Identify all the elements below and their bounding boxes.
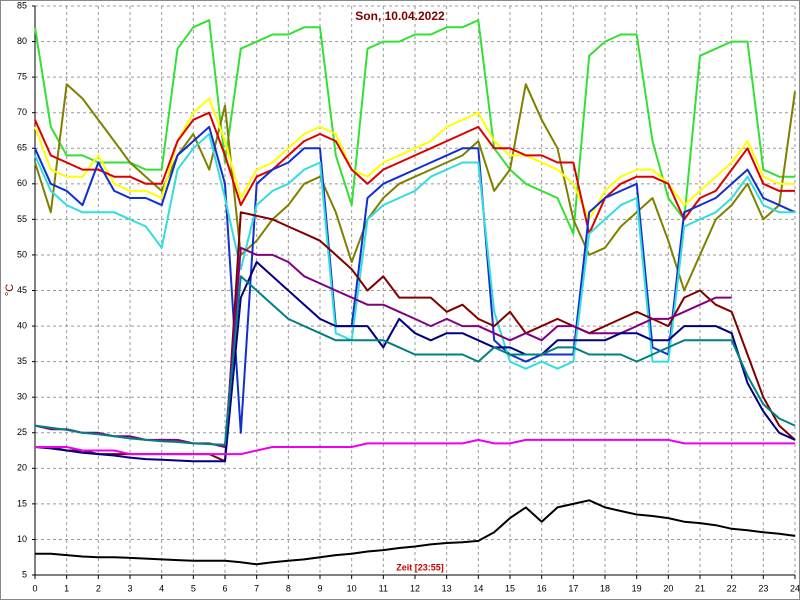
x-tick-label: 9 <box>317 583 322 593</box>
x-tick-label: 14 <box>473 583 483 593</box>
data-line <box>34 83 796 292</box>
x-axis-label: Zeit [23:55] <box>396 562 444 572</box>
y-tick-label: 40 <box>17 320 27 330</box>
y-tick-label: 75 <box>17 72 27 82</box>
y-tick-label: 60 <box>17 178 27 188</box>
x-tick-label: 17 <box>568 583 578 593</box>
data-line <box>34 261 796 463</box>
y-tick-label: 65 <box>17 143 27 153</box>
x-tick-label: 3 <box>127 583 132 593</box>
x-tick-label: 12 <box>410 583 420 593</box>
data-line <box>34 275 796 446</box>
y-tick-label: 35 <box>17 356 27 366</box>
y-tick-label: 80 <box>17 36 27 46</box>
data-line <box>35 438 795 456</box>
chart-title: Son, 10.04.2022 <box>355 9 445 23</box>
x-tick-label: 7 <box>254 583 259 593</box>
data-line <box>34 19 795 235</box>
x-tick-label: 20 <box>663 583 673 593</box>
x-tick-label: 4 <box>159 583 164 593</box>
x-tick-label: 23 <box>758 583 768 593</box>
y-tick-label: 85 <box>17 0 27 10</box>
y-tick-label: 15 <box>17 498 27 508</box>
y-tick-label: 55 <box>17 214 27 224</box>
x-tick-label: 13 <box>442 583 452 593</box>
x-tick-label: 6 <box>222 583 227 593</box>
x-tick-label: 16 <box>537 583 547 593</box>
x-tick-label: 18 <box>600 583 610 593</box>
x-tick-label: 10 <box>347 583 357 593</box>
x-tick-label: 21 <box>695 583 705 593</box>
x-tick-label: 8 <box>286 583 291 593</box>
y-tick-label: 70 <box>17 107 27 117</box>
data-line <box>35 499 796 566</box>
data-line <box>34 133 795 370</box>
y-axis-label: °C <box>4 284 16 296</box>
x-tick-label: 0 <box>32 583 37 593</box>
x-tick-label: 24 <box>790 583 800 593</box>
y-tick-label: 50 <box>17 249 27 259</box>
data-line <box>34 111 795 235</box>
x-tick-label: 1 <box>64 583 69 593</box>
x-tick-label: 15 <box>505 583 515 593</box>
x-tick-label: 19 <box>632 583 642 593</box>
y-tick-label: 10 <box>17 534 27 544</box>
y-tick-label: 45 <box>17 285 27 295</box>
x-tick-label: 22 <box>727 583 737 593</box>
x-tick-label: 2 <box>96 583 101 593</box>
y-tick-label: 30 <box>17 392 27 402</box>
x-tick-label: 5 <box>191 583 196 593</box>
y-tick-label: 20 <box>17 463 27 473</box>
y-tick-label: 25 <box>17 427 27 437</box>
x-tick-label: 11 <box>379 583 388 593</box>
y-tick-label: 5 <box>22 569 27 579</box>
